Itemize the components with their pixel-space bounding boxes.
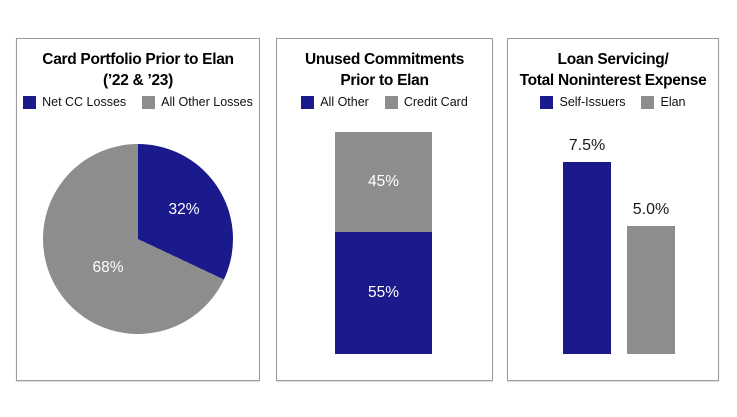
pie-slice-label-all-other: 68% [92, 259, 124, 276]
bar-value-label: 5.0% [632, 201, 670, 218]
bar-column-self-issuers: 7.5% [563, 137, 611, 354]
panel-card-portfolio: Card Portfolio Prior to Elan (’22 & ’23)… [16, 38, 260, 381]
pie-chart [43, 144, 233, 334]
panel-unused-commitments: Unused Commitments Prior to Elan All Oth… [276, 38, 493, 381]
bar-self-issuers [563, 162, 611, 354]
navy-swatch-icon [540, 95, 554, 109]
bar-value-label: 7.5% [568, 137, 606, 154]
segment-label: 45% [367, 172, 400, 190]
panel-title: Unused Commitments Prior to Elan [277, 49, 492, 91]
legend-item-credit-card: Credit Card [384, 95, 468, 109]
legend: Net CC Losses All Other Losses [17, 95, 259, 109]
bar-column-elan: 5.0% [627, 201, 675, 354]
navy-swatch-icon [301, 95, 315, 109]
panel-title-line1: Loan Servicing/ [557, 51, 669, 68]
legend: All Other Credit Card [277, 95, 492, 109]
legend-item-all-other: All Other [301, 95, 369, 109]
gray-swatch-icon [384, 95, 398, 109]
legend-label: All Other Losses [161, 95, 253, 109]
panel-title: Card Portfolio Prior to Elan (’22 & ’23) [17, 49, 259, 91]
legend-label: Net CC Losses [42, 95, 127, 109]
navy-swatch-icon [23, 95, 37, 109]
legend-item-net-cc-losses: Net CC Losses [23, 95, 126, 109]
panel-title-line1: Card Portfolio Prior to Elan [42, 51, 234, 68]
legend-item-all-other-losses: All Other Losses [142, 95, 253, 109]
legend-label: All Other [320, 95, 369, 109]
legend-label: Self-Issuers [559, 95, 626, 109]
bar-elan [627, 226, 675, 354]
segment-label: 55% [367, 283, 400, 301]
panel-title-line2: Prior to Elan [340, 72, 429, 89]
panel-title-line1: Unused Commitments [304, 51, 465, 68]
legend: Self-Issuers Elan [508, 95, 718, 109]
panel-title-line2: (’22 & ’23) [103, 72, 173, 89]
legend-label: Credit Card [403, 95, 468, 109]
panel-loan-servicing: Loan Servicing/ Total Noninterest Expens… [507, 38, 719, 381]
legend-item-self-issuers: Self-Issuers [540, 95, 625, 109]
legend-item-elan: Elan [641, 95, 686, 109]
stack-segment-credit-card: 45% [335, 132, 432, 232]
panel-title: Loan Servicing/ Total Noninterest Expens… [508, 49, 718, 91]
stack-segment-all-other: 55% [335, 231, 432, 354]
pie-slice-label-net-cc: 32% [168, 201, 200, 218]
panel-title-line2: Total Noninterest Expense [519, 72, 707, 89]
gray-swatch-icon [641, 95, 655, 109]
stacked-bar-chart: 45% 55% [335, 132, 432, 354]
gray-swatch-icon [142, 95, 156, 109]
legend-label: Elan [660, 95, 686, 109]
